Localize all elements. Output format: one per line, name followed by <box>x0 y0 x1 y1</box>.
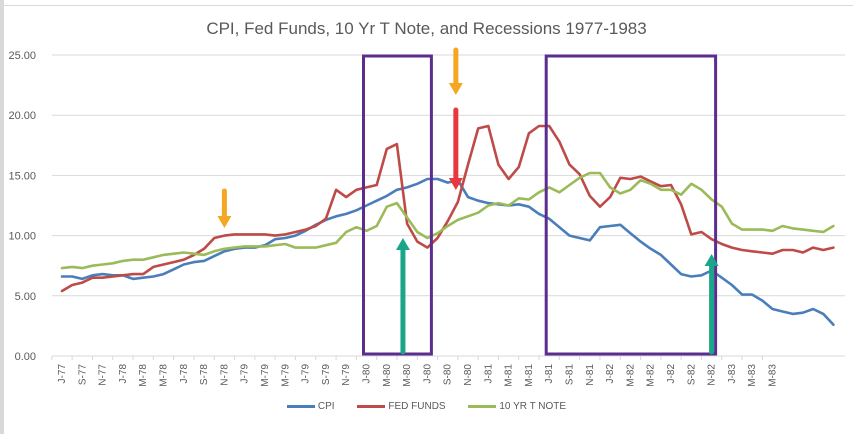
recession-box <box>362 54 433 356</box>
x-tick-label: M-83 <box>768 364 779 387</box>
x-tick-label: M-79 <box>280 364 291 387</box>
x-tick-label: N-79 <box>341 364 352 386</box>
x-tick-label: S-81 <box>565 364 576 386</box>
legend-item-10yr[interactable]: 10 YR T NOTE <box>468 401 566 412</box>
y-tick-label: 25.00 <box>8 50 36 62</box>
arrow-head <box>217 216 232 228</box>
x-tick-label: N-80 <box>463 364 474 386</box>
recession-boxes <box>362 54 718 356</box>
arrow-head <box>395 238 410 250</box>
legend-swatch-cpi <box>286 404 315 408</box>
x-tick-label: M-82 <box>625 364 636 387</box>
x-tick-label: J-82 <box>605 364 616 384</box>
x-tick-label: J-79 <box>240 364 251 384</box>
x-tick-label: M-81 <box>524 364 535 387</box>
legend-label-cpi: CPI <box>317 401 335 412</box>
arrow-down-icon <box>217 188 232 228</box>
gridlines <box>52 54 845 357</box>
series-lines <box>60 124 835 327</box>
arrow-head <box>448 178 463 190</box>
legend-label-fed-funds: FED FUNDS <box>388 401 446 412</box>
x-tick-label: M-83 <box>747 364 758 387</box>
annotation-arrows <box>217 47 719 355</box>
x-tick-label: S-77 <box>77 364 88 386</box>
legend-swatch-fed-funds <box>357 404 386 408</box>
x-tick-label: J-77 <box>57 364 68 384</box>
y-tick-label: 20.00 <box>8 110 36 122</box>
arrow-up-icon <box>704 254 719 355</box>
x-tick-label: M-78 <box>138 364 149 387</box>
x-tick-label: J-81 <box>544 364 555 384</box>
x-tick-label: M-79 <box>260 364 271 387</box>
x-tick-label: J-78 <box>118 364 129 384</box>
x-tick-label: J-79 <box>301 364 312 384</box>
y-tick-label: 5.00 <box>15 291 36 303</box>
chart-title: CPI, Fed Funds, 10 Yr T Note, and Recess… <box>206 19 647 38</box>
x-tick-label: M-81 <box>504 364 515 387</box>
series-line-fed-funds <box>60 124 835 293</box>
x-tick-label: J-78 <box>179 364 190 384</box>
legend-swatch-10yr <box>468 404 497 408</box>
y-axis-ticks: 0.00 5.00 10.00 15.00 20.00 25.00 <box>8 50 36 363</box>
x-tick-label: N-77 <box>98 364 109 386</box>
top-border <box>0 5 853 6</box>
x-tick-label: M-82 <box>646 364 657 387</box>
x-tick-label: J-80 <box>362 364 373 384</box>
arrow-head <box>704 254 719 266</box>
x-tick-label: S-79 <box>321 364 332 386</box>
y-tick-label: 10.00 <box>8 231 36 243</box>
legend-item-fed-funds[interactable]: FED FUNDS <box>357 401 446 412</box>
arrow-head <box>448 83 463 95</box>
window-edge <box>0 0 4 434</box>
x-tick-label: J-83 <box>727 364 738 384</box>
x-tick-label: M-80 <box>402 364 413 387</box>
x-tick-label: S-78 <box>199 364 210 386</box>
recession-box <box>544 54 718 356</box>
x-tick-label: S-80 <box>443 364 454 386</box>
x-tick-label: J-82 <box>666 364 677 384</box>
x-tick-label: J-81 <box>483 364 494 384</box>
series-line-cpi <box>60 177 835 327</box>
series-line-10-yr-t-note <box>60 171 835 270</box>
y-tick-label: 0.00 <box>15 351 36 363</box>
arrow-down-icon <box>448 107 463 190</box>
legend: CPI FED FUNDS 10 YR T NOTE <box>0 401 853 412</box>
legend-label-10yr: 10 YR T NOTE <box>499 401 567 412</box>
y-tick-label: 15.00 <box>8 170 36 182</box>
x-tick-label: M-80 <box>382 364 393 387</box>
x-tick-label: N-78 <box>219 364 230 386</box>
x-tick-label: J-80 <box>422 364 433 384</box>
legend-item-cpi[interactable]: CPI <box>286 401 335 412</box>
x-axis: J-77 S-77 N-77 J-78 M-78 M-78 J-78 S-78 N-78 J-79… <box>51 356 779 387</box>
x-tick-label: N-82 <box>707 364 718 386</box>
x-tick-label: S-82 <box>686 364 697 386</box>
arrow-up-icon <box>395 238 410 355</box>
arrow-down-icon <box>448 47 463 95</box>
x-tick-label: M-78 <box>159 364 170 387</box>
x-tick-label: N-81 <box>585 364 596 386</box>
